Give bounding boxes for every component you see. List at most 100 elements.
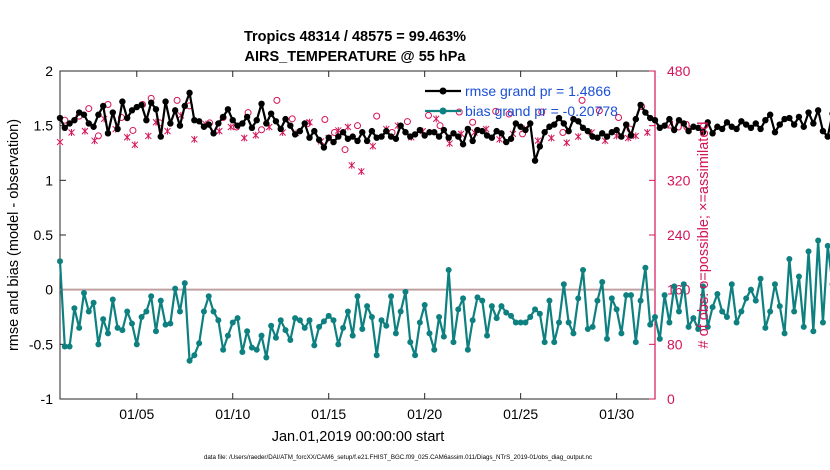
rmse-point <box>714 123 721 130</box>
bias-point <box>378 317 385 324</box>
bias-point <box>527 314 534 320</box>
rmse-point <box>133 103 140 111</box>
obs-assimilated-marker <box>574 133 582 141</box>
rmse-point <box>455 133 462 140</box>
bias-point <box>714 291 721 298</box>
rmse-point <box>651 117 659 124</box>
rmse-point <box>786 114 793 122</box>
bias-point <box>296 317 303 324</box>
obs-assimilated-marker <box>496 135 503 143</box>
bias-series <box>57 237 830 364</box>
bias-point <box>229 319 236 326</box>
rmse-point <box>435 133 443 140</box>
bias-point <box>215 317 222 324</box>
bias-point <box>570 330 577 337</box>
rmse-point <box>387 133 395 140</box>
bias-point <box>311 342 318 349</box>
rmse-point <box>531 157 539 164</box>
bias-point <box>810 328 817 335</box>
bias-point <box>517 319 524 326</box>
bias-point <box>656 335 663 342</box>
bias-point <box>479 297 486 304</box>
rmse-point <box>383 127 390 135</box>
bias-point <box>383 322 390 329</box>
bias-point <box>90 299 97 306</box>
rmse-point <box>541 129 548 136</box>
obs-assimilated-marker <box>91 137 98 145</box>
bias-point <box>642 264 649 271</box>
rmse-point <box>138 101 145 109</box>
rmse-point <box>291 131 299 138</box>
x-axis-label: Jan.01,2019 00:00:00 start <box>272 429 445 445</box>
bias-point <box>474 294 481 301</box>
bias-point <box>220 346 227 353</box>
rmse-point <box>498 130 505 137</box>
rmse-point <box>632 115 640 123</box>
obs-possible-marker <box>94 132 102 140</box>
rmse-point <box>709 130 716 137</box>
bias-point <box>354 293 361 300</box>
rmse-point <box>287 122 294 129</box>
bias-point <box>186 357 193 364</box>
obs-assimilated-marker <box>240 134 248 142</box>
chart-title: Tropics 48314 / 48575 = 99.463% <box>244 29 466 45</box>
rmse-point <box>431 129 438 136</box>
bias-point <box>508 312 515 319</box>
obs-possible-marker <box>288 115 296 123</box>
bias-point <box>460 295 467 302</box>
y2-tick-label: 160 <box>667 282 691 298</box>
rmse-point <box>104 130 112 137</box>
rmse-point <box>459 141 467 148</box>
rmse-point <box>810 120 817 127</box>
rmse-point <box>551 121 558 128</box>
rmse-point <box>733 125 740 133</box>
rmse-point <box>272 118 280 125</box>
rmse-point <box>603 133 611 140</box>
bias-point <box>239 348 246 355</box>
bias-point <box>148 293 155 300</box>
rmse-point <box>253 117 260 124</box>
rmse-point <box>330 138 337 146</box>
rmse-point <box>181 102 188 110</box>
y-tick-label: 1.5 <box>34 118 54 134</box>
rmse-point <box>589 133 596 140</box>
bias-point <box>733 319 740 326</box>
bias-point <box>800 323 807 330</box>
bias-point <box>277 317 284 324</box>
bias-point <box>685 323 692 330</box>
obs-assimilated-marker <box>344 123 352 131</box>
bias-point <box>565 319 572 326</box>
bias-point <box>244 328 251 335</box>
rmse-point <box>167 120 174 127</box>
rmse-point <box>824 133 830 140</box>
bias-point <box>805 248 812 255</box>
rmse-point <box>450 130 457 137</box>
rmse-point <box>186 89 193 97</box>
bias-point <box>690 315 697 322</box>
bias-point <box>100 316 107 323</box>
rmse-point <box>215 120 222 127</box>
bias-point <box>421 301 428 308</box>
rmse-point <box>776 121 783 128</box>
bias-point <box>484 332 491 339</box>
y2-axis-label: # of obs: o=possible; ×=assimilated <box>696 122 712 349</box>
obs-assimilated-marker <box>348 161 356 169</box>
obs-possible-marker <box>403 118 411 126</box>
bias-point <box>580 266 587 273</box>
bias-point <box>138 314 145 320</box>
bias-point <box>757 275 764 282</box>
rmse-point <box>699 129 707 136</box>
rmse-point <box>685 127 692 135</box>
bias-point <box>392 330 399 337</box>
bias-point <box>599 279 606 286</box>
bias-point <box>594 297 601 304</box>
legend-swatch-marker <box>439 87 447 95</box>
rmse-point <box>95 111 102 118</box>
bias-point <box>695 326 702 333</box>
y2-tick-label: 0 <box>667 391 675 407</box>
rmse-point <box>464 125 472 133</box>
rmse-point <box>205 121 212 128</box>
rmse-point <box>507 135 515 142</box>
rmse-point <box>742 121 750 128</box>
obs-possible-marker <box>492 107 500 115</box>
